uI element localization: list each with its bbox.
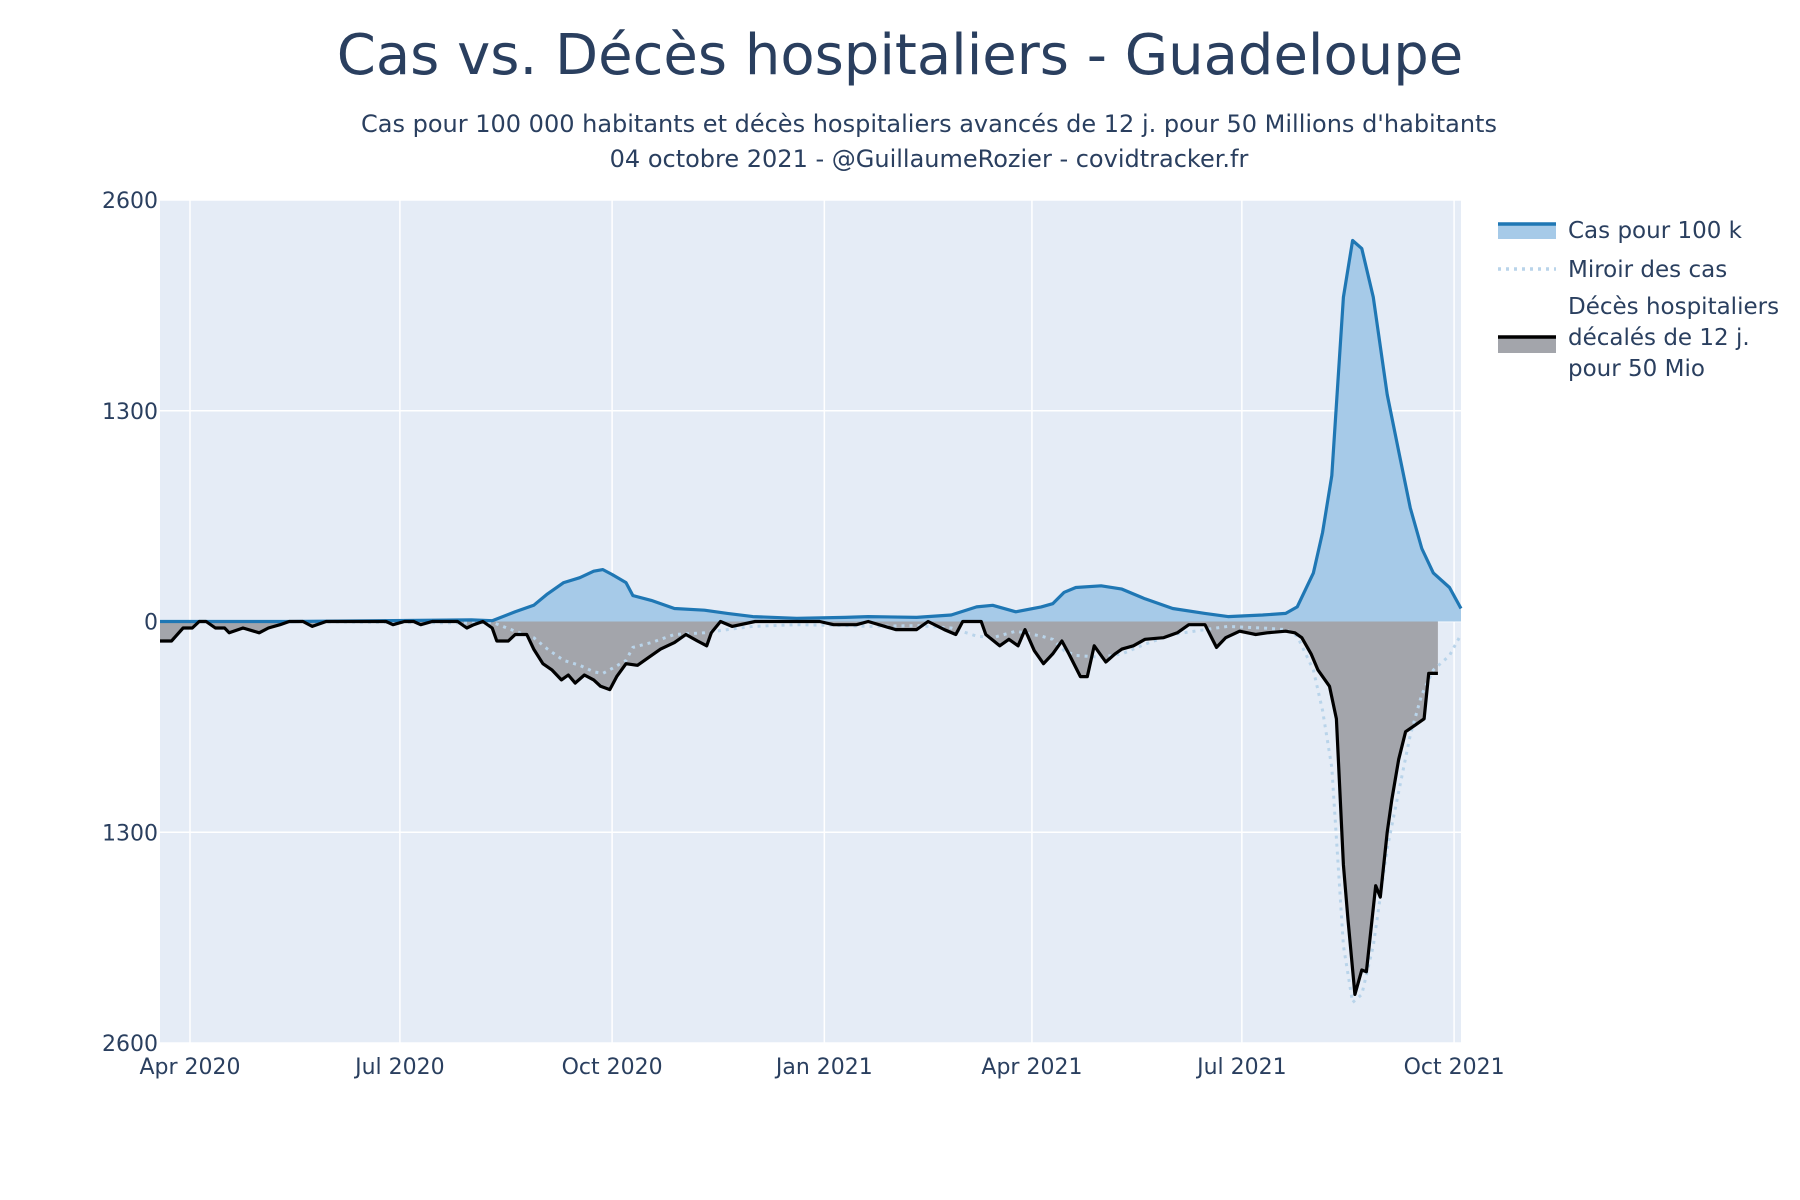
legend-item-deaths[interactable]: Décès hospitaliers décalés de 12 j. pour 5… [1498,294,1779,382]
y-tick-label-2: 0 [144,611,158,636]
y-tick-label-0: 2600 [102,189,158,214]
legend-label-cases: Cas pour 100 k [1568,218,1743,244]
chart-title: Cas vs. Décès hospitaliers - Guadeloupe [337,23,1464,88]
legend-label-deaths: Décès hospitaliers décalés de 12 j. pour 5… [1568,294,1779,382]
x-tick-label-4: Apr 2021 [981,1055,1082,1080]
x-tick-label-1: Jul 2020 [353,1055,445,1080]
x-tick-label-0: Apr 2020 [139,1055,240,1080]
legend: Cas pour 100 k Miroir des cas Décès hospit… [1498,218,1779,382]
x-tick-label-3: Jan 2021 [774,1055,873,1080]
y-tick-label-3: 1300 [102,821,158,846]
chart-subtitle-line-2: 04 octobre 2021 - @GuillaumeRozier - cov… [610,145,1249,173]
legend-label-deaths-line-0: Décès hospitaliers [1568,294,1779,320]
x-tick-label-2: Oct 2020 [562,1055,663,1080]
series-layer [160,238,1463,1006]
legend-item-cases[interactable]: Cas pour 100 k [1498,218,1743,244]
series-line-cases [160,238,1463,624]
x-tick-label-6: Oct 2021 [1404,1055,1505,1080]
chart-subtitle-line-1: Cas pour 100 000 habitants et décès hosp… [361,110,1497,138]
legend-swatch-deaths [1498,337,1556,353]
x-axis: Apr 2020 Jul 2020 Oct 2020 Jan 2021 Apr 2021… [139,1055,1504,1080]
series-line-deaths [160,619,1438,996]
legend-item-mirror[interactable]: Miroir des cas [1498,257,1727,283]
legend-label-deaths-line-1: décalés de 12 j. [1568,325,1750,351]
legend-swatch-cases [1498,224,1556,239]
series-area-cases [160,240,1461,622]
y-tick-label-4: 2600 [102,1032,158,1057]
legend-label-mirror: Miroir des cas [1568,257,1727,283]
legend-label-deaths-line-2: pour 50 Mio [1568,356,1705,382]
x-tick-label-5: Jul 2021 [1195,1055,1287,1080]
y-tick-label-1: 1300 [102,400,158,425]
y-axis: 2600 1300 0 1300 2600 [102,189,158,1057]
